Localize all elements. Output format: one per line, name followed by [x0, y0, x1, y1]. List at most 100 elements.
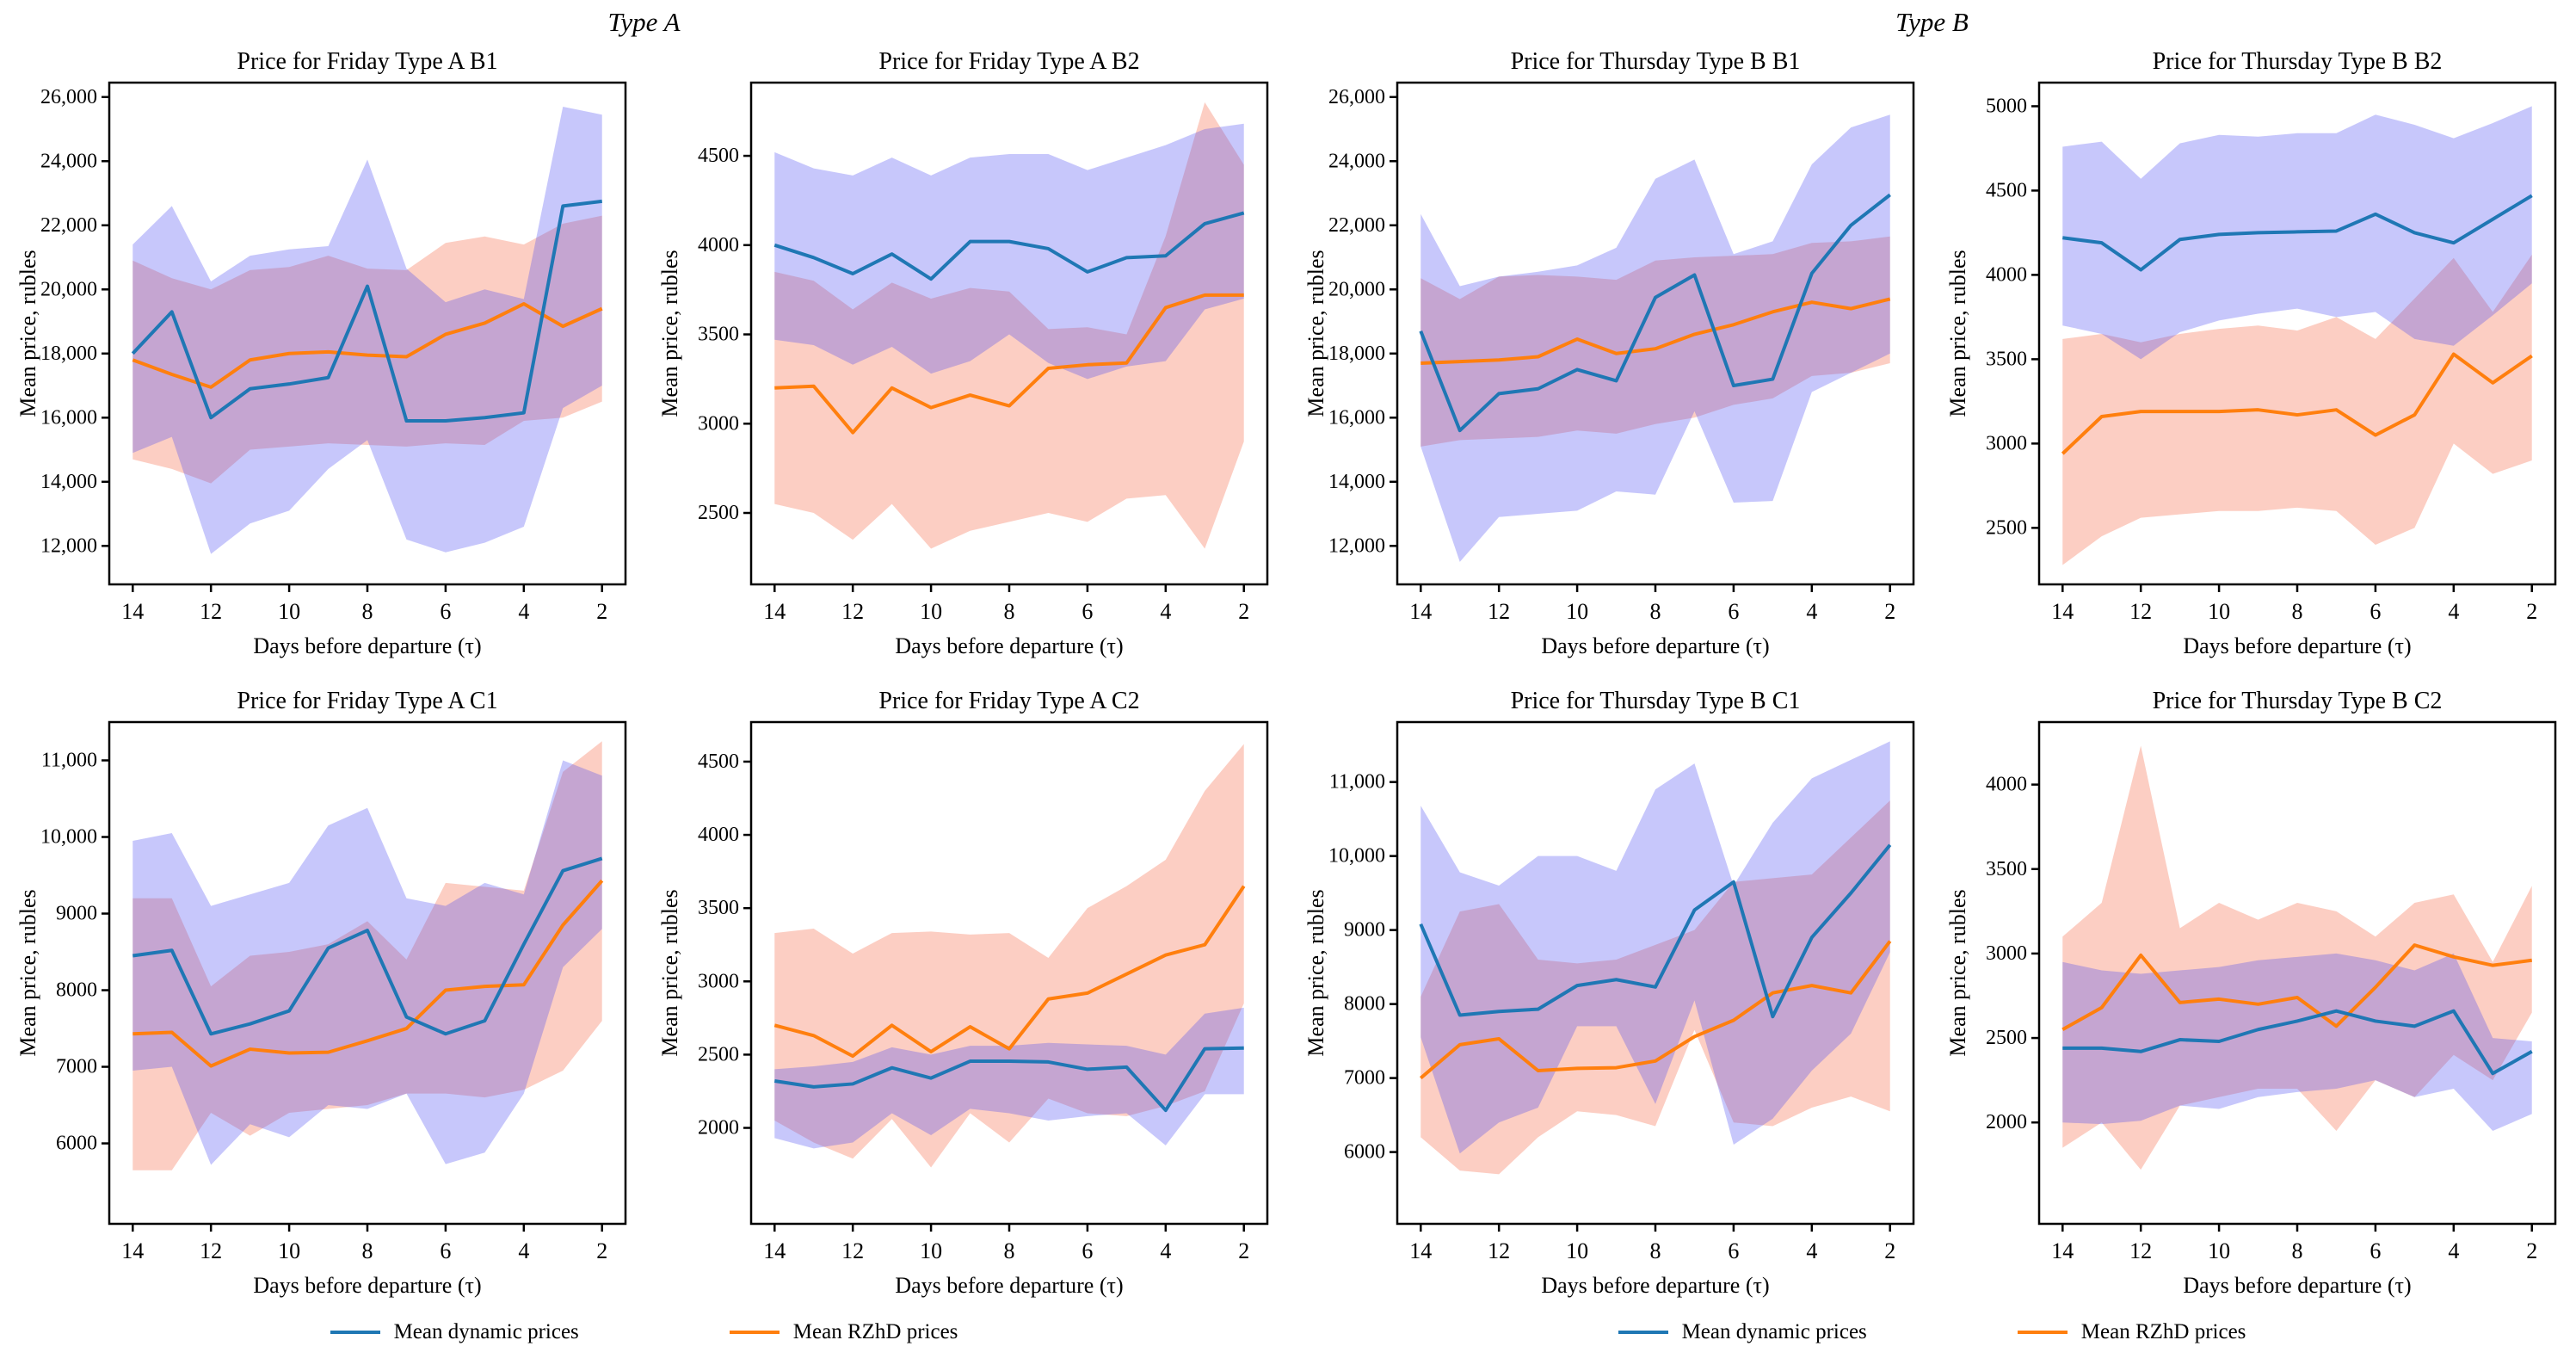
y-tick-label: 3500	[1986, 348, 2027, 370]
x-tick-label: 4	[2448, 1238, 2459, 1263]
y-axis-label: Mean price, rubles	[1945, 250, 1970, 417]
y-tick-label: 2000	[698, 1117, 739, 1139]
x-tick-label: 12	[1488, 599, 1510, 624]
x-tick-label: 8	[361, 1238, 373, 1263]
chart-title: Price for Friday Type A C2	[878, 688, 1139, 714]
group-title-type-a: Type A	[607, 7, 681, 37]
x-tick-label: 14	[763, 599, 786, 624]
chart-price-for-thursday-type-b-b1: 12,000 14,000 16,000 18,000 20,000 22,000 24,0…	[1303, 48, 1914, 658]
y-tick-label: 18,000	[1328, 343, 1385, 365]
y-tick-label: 8000	[56, 979, 97, 1002]
group-type-b: Type B 12,000 14,000 16,000 18,000 20,000 22,…	[1288, 0, 2576, 1344]
y-tick-label: 4500	[1986, 179, 2027, 201]
mean-dynamic-prices-line	[2061, 194, 2533, 272]
x-tick-label: 12	[200, 599, 222, 624]
x-tick-label: 10	[278, 1238, 300, 1263]
mean-dynamic-prices-line	[1418, 193, 1891, 433]
y-tick-label: 3000	[698, 412, 739, 435]
legend-label: Mean dynamic prices	[1681, 1320, 1867, 1343]
x-axis-label: Days before departure (τ)	[1541, 633, 1769, 658]
x-tick-label: 4	[518, 599, 529, 624]
y-tick-label: 4500	[698, 145, 739, 167]
y-tick-label: 24,000	[1328, 150, 1385, 172]
y-tick-label: 11,000	[40, 750, 96, 772]
x-tick-label: 8	[1649, 599, 1661, 624]
x-tick-label: 2	[1238, 1238, 1249, 1263]
mean-dynamic-prices-line	[2061, 1009, 2533, 1076]
mean-rzhd-prices-line	[1419, 940, 1891, 1080]
mean-rzhd-prices-line	[773, 293, 1244, 435]
mean-dynamic-prices-band	[132, 760, 602, 1165]
chart-price-for-thursday-type-b-c2: 2000 2500 3000 3500 4000 14 12 10 8 6 4 2 Price for …	[1945, 688, 2556, 1298]
mean-rzhd-prices-line	[2061, 943, 2532, 1032]
mean-rzhd-prices-band	[2061, 745, 2532, 1170]
x-tick-label: 14	[121, 599, 144, 624]
x-tick-label: 14	[2051, 599, 2074, 624]
x-tick-label: 12	[200, 1238, 222, 1263]
x-tick-label: 10	[2208, 599, 2230, 624]
mean-dynamic-prices-line	[131, 199, 602, 423]
y-tick-label: 4500	[698, 750, 739, 773]
x-tick-label: 4	[1160, 599, 1171, 624]
x-tick-label: 14	[1409, 1238, 1432, 1263]
mean-rzhd-prices-band	[773, 102, 1244, 549]
mean-dynamic-prices-band	[773, 123, 1244, 380]
x-tick-label: 6	[1728, 1238, 1739, 1263]
legend-type-b: Mean dynamic prices Mean RZhD prices	[1618, 1320, 2246, 1344]
mean-dynamic-prices-band	[2061, 953, 2532, 1132]
y-tick-label: 7000	[1344, 1067, 1385, 1090]
mean-dynamic-prices-band	[132, 106, 602, 554]
mean-rzhd-prices-line	[773, 885, 1245, 1059]
x-tick-label: 8	[1649, 1238, 1661, 1263]
mean-rzhd-prices-band	[773, 744, 1244, 1168]
chart-title: Price for Thursday Type B C2	[2152, 688, 2442, 714]
y-axis-label: Mean price, rubles	[657, 889, 682, 1056]
y-tick-label: 22,000	[1328, 214, 1385, 237]
x-tick-label: 8	[1003, 599, 1014, 624]
y-tick-label: 3500	[698, 324, 739, 346]
y-tick-label: 12,000	[40, 534, 97, 557]
y-tick-label: 20,000	[1328, 278, 1385, 300]
x-tick-label: 10	[278, 599, 300, 624]
mean-dynamic-prices-line	[132, 856, 602, 1036]
x-tick-label: 8	[361, 599, 373, 624]
x-tick-label: 14	[1409, 599, 1432, 624]
x-tick-label: 12	[1488, 1238, 1510, 1263]
y-tick-label: 16,000	[40, 406, 97, 429]
y-tick-label: 3500	[1986, 858, 2027, 880]
x-tick-label: 6	[1082, 1238, 1093, 1263]
x-tick-label: 2	[1884, 599, 1895, 624]
y-tick-label: 9000	[56, 903, 97, 925]
x-tick-label: 4	[1806, 599, 1817, 624]
y-tick-label: 4000	[1986, 774, 2027, 796]
y-tick-label: 20,000	[40, 278, 97, 300]
y-axis-label: Mean price, rubles	[15, 889, 40, 1056]
y-axis-label: Mean price, rubles	[1945, 889, 1970, 1056]
mean-rzhd-prices-band	[2061, 254, 2532, 565]
mean-rzhd-prices-band	[132, 741, 602, 1170]
legend-line-swatch	[1618, 1331, 1668, 1334]
x-tick-label: 2	[596, 599, 607, 624]
y-tick-label: 8000	[1344, 993, 1385, 1016]
chart-price-for-friday-type-a-b2: 2500 3000 3500 4000 4500 14 12 10 8 6 4 2 Price for …	[657, 48, 1268, 658]
x-tick-label: 10	[1566, 1238, 1588, 1263]
y-tick-label: 10,000	[1328, 845, 1385, 868]
mean-dynamic-prices-band	[1420, 741, 1890, 1154]
x-tick-label: 10	[1566, 599, 1588, 624]
y-tick-label: 4000	[1986, 263, 2027, 286]
x-tick-label: 14	[763, 1238, 786, 1263]
legend-line-swatch	[729, 1331, 780, 1334]
mean-rzhd-prices-line	[1420, 297, 1890, 365]
y-tick-label: 6000	[56, 1133, 97, 1155]
x-tick-label: 10	[920, 1238, 942, 1263]
chart-price-for-thursday-type-b-b2: 2500 3000 3500 4000 4500 5000 14 12 10 8 6 4 2 Price …	[1945, 48, 2556, 658]
y-tick-label: 11,000	[1328, 771, 1384, 794]
y-tick-label: 14,000	[1328, 471, 1385, 493]
x-tick-label: 6	[1728, 599, 1739, 624]
x-tick-label: 4	[2448, 599, 2459, 624]
y-tick-label: 18,000	[40, 343, 97, 365]
y-tick-label: 14,000	[40, 471, 97, 493]
y-tick-label: 3500	[698, 897, 739, 919]
x-tick-label: 2	[1238, 599, 1249, 624]
